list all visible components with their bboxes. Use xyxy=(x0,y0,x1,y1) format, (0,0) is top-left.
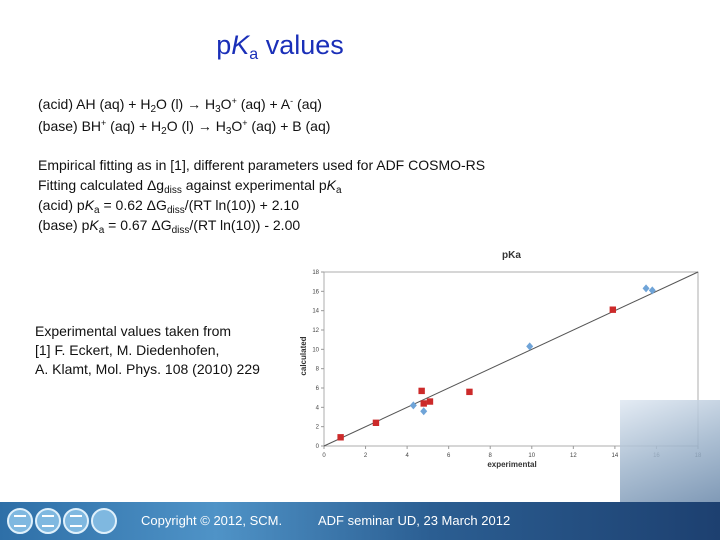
reference-line-2: [1] F. Eckert, M. Diedenhofen, xyxy=(35,342,220,358)
x-tick-label: 0 xyxy=(322,453,326,459)
reference-note: Experimental values taken from [1] F. Ec… xyxy=(35,322,260,379)
x-axis-label: experimental xyxy=(487,460,536,469)
base-fit-formula: (base) pKa = 0.67 ΔGdiss/(RT ln(10)) - 2… xyxy=(38,217,301,236)
copyright-text: Copyright © 2012, SCM. xyxy=(141,513,283,528)
fitting-target: Fitting calculated Δgdiss against experi… xyxy=(38,177,342,196)
fit-line xyxy=(323,271,699,447)
base-equation: (base) BH+ (aq) + H2O (l) → H3O+ (aq) + … xyxy=(38,118,331,137)
chart-title: pKa xyxy=(502,250,521,261)
y-axis-label: calculated xyxy=(299,336,308,375)
data-point-square xyxy=(609,306,617,313)
scm-logo xyxy=(7,508,117,534)
acid-fit-formula: (acid) pKa = 0.62 ΔGdiss/(RT ln(10)) + 2… xyxy=(38,197,299,216)
data-point-diamond xyxy=(526,342,534,351)
reference-line-1: Experimental values taken from xyxy=(35,323,232,339)
x-tick-label: 12 xyxy=(570,453,577,459)
acid-equation: (acid) AH (aq) + H2O (l) → H3O+ (aq) + A… xyxy=(38,96,322,115)
data-point-square xyxy=(372,419,380,426)
y-tick-label: 12 xyxy=(312,328,319,334)
reference-line-3: A. Klamt, Mol. Phys. 108 (2010) 229 xyxy=(35,361,260,377)
y-tick-label: 14 xyxy=(312,309,319,315)
x-tick-label: 6 xyxy=(447,453,451,459)
slide-title: pKa values xyxy=(216,30,344,63)
fitting-description: Empirical fitting as in [1], different p… xyxy=(38,157,486,173)
y-tick-label: 4 xyxy=(316,405,320,411)
data-point-square xyxy=(420,400,427,407)
data-point-square xyxy=(426,398,434,405)
y-tick-label: 2 xyxy=(316,425,320,431)
y-tick-label: 10 xyxy=(312,347,319,353)
y-tick-label: 8 xyxy=(316,367,320,373)
y-tick-label: 16 xyxy=(312,289,319,295)
y-tick-label: 0 xyxy=(316,444,320,450)
data-point-square xyxy=(418,387,425,395)
data-point-square xyxy=(337,434,344,441)
x-tick-label: 8 xyxy=(489,453,493,459)
data-point-diamond xyxy=(648,286,656,295)
y-tick-label: 6 xyxy=(316,386,320,392)
x-tick-label: 4 xyxy=(405,453,409,459)
data-point-diamond xyxy=(642,284,650,293)
y-tick-label: 18 xyxy=(312,270,319,276)
footer-bar: Copyright © 2012, SCM. ADF seminar UD, 2… xyxy=(0,502,720,540)
data-point-diamond xyxy=(409,401,417,410)
data-point-diamond xyxy=(420,407,428,416)
plot-frame xyxy=(323,271,699,447)
x-tick-label: 14 xyxy=(612,453,619,459)
data-point-square xyxy=(466,388,473,396)
x-tick-label: 2 xyxy=(364,453,368,459)
seminar-text: ADF seminar UD, 23 March 2012 xyxy=(318,513,511,528)
x-tick-label: 10 xyxy=(528,453,535,459)
